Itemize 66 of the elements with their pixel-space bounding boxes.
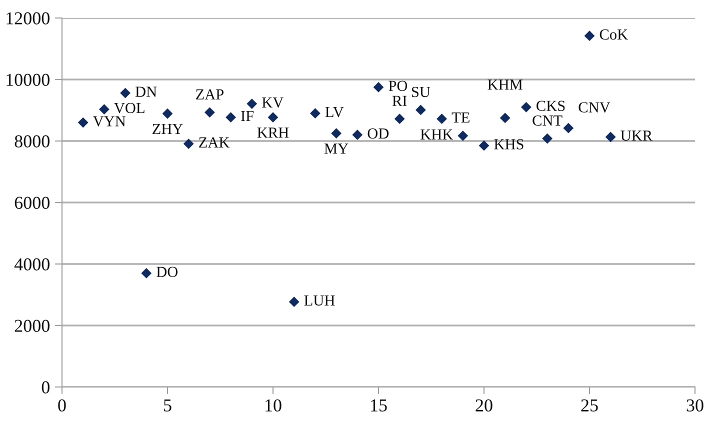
x-tick-label: 10 <box>266 399 282 412</box>
annotation: ZAK <box>199 137 230 148</box>
point <box>478 140 490 151</box>
point <box>246 98 258 109</box>
annotation: KHM <box>488 80 522 90</box>
point <box>394 114 405 124</box>
x-tick-label: 0 <box>58 399 66 412</box>
annotation: SU <box>412 86 430 98</box>
point <box>584 30 595 42</box>
point <box>416 104 426 116</box>
point <box>500 112 510 124</box>
annotation: VOL <box>114 102 144 114</box>
x-tick-label: 5 <box>164 400 172 412</box>
point <box>226 112 236 123</box>
point <box>542 133 552 144</box>
annotation: DO <box>156 266 178 278</box>
y-tick-label: 2000 <box>14 320 50 332</box>
point <box>521 102 532 112</box>
point <box>310 108 320 119</box>
point <box>288 296 300 308</box>
y-tick-label: 10000 <box>6 74 50 86</box>
annotation: LV <box>325 106 344 118</box>
y-tick-label: 8000 <box>14 135 50 148</box>
x-tick-label: 30 <box>686 399 704 412</box>
point <box>141 268 152 278</box>
y-tick-label: 12000 <box>6 12 50 24</box>
annotation: LUH <box>304 295 335 306</box>
annotation: DN <box>135 86 157 97</box>
x-tick-label: 15 <box>371 399 387 412</box>
annotation: ZAP <box>196 89 224 100</box>
annotation: TE <box>452 112 470 123</box>
point <box>162 108 173 119</box>
point <box>436 114 447 124</box>
point <box>78 117 88 128</box>
x-tick-label: 25 <box>581 399 598 412</box>
annotation: CNV <box>578 102 610 113</box>
point <box>331 128 342 139</box>
annotation: CKS <box>536 100 565 111</box>
annotation: CNT <box>532 115 562 126</box>
annotation: KV <box>262 97 284 108</box>
point <box>183 138 194 149</box>
point <box>268 112 278 123</box>
annotation: KRH <box>257 128 289 138</box>
annotation: IF <box>241 110 254 121</box>
point <box>204 107 215 118</box>
point <box>563 122 574 134</box>
y-tick-label: 0 <box>42 381 50 394</box>
annotation: OD <box>368 128 389 139</box>
annotation: RI <box>392 96 407 106</box>
point <box>120 88 130 98</box>
y-tick-label: 4000 <box>14 258 50 270</box>
annotation: KHS <box>494 139 524 150</box>
point <box>458 130 468 141</box>
point <box>352 130 363 140</box>
annotation: ZHY <box>152 124 183 134</box>
x-tick-label: 20 <box>476 399 492 412</box>
annotation: VYN <box>92 116 126 126</box>
annotation: KHK <box>420 129 454 140</box>
annotation: UKR <box>620 130 653 141</box>
point <box>605 132 616 142</box>
point <box>99 104 110 115</box>
annotation: CoK <box>600 29 628 40</box>
point <box>373 82 384 92</box>
annotation: PO <box>388 80 408 92</box>
annotation: MY <box>324 144 348 154</box>
y-tick-label: 6000 <box>14 196 50 209</box>
